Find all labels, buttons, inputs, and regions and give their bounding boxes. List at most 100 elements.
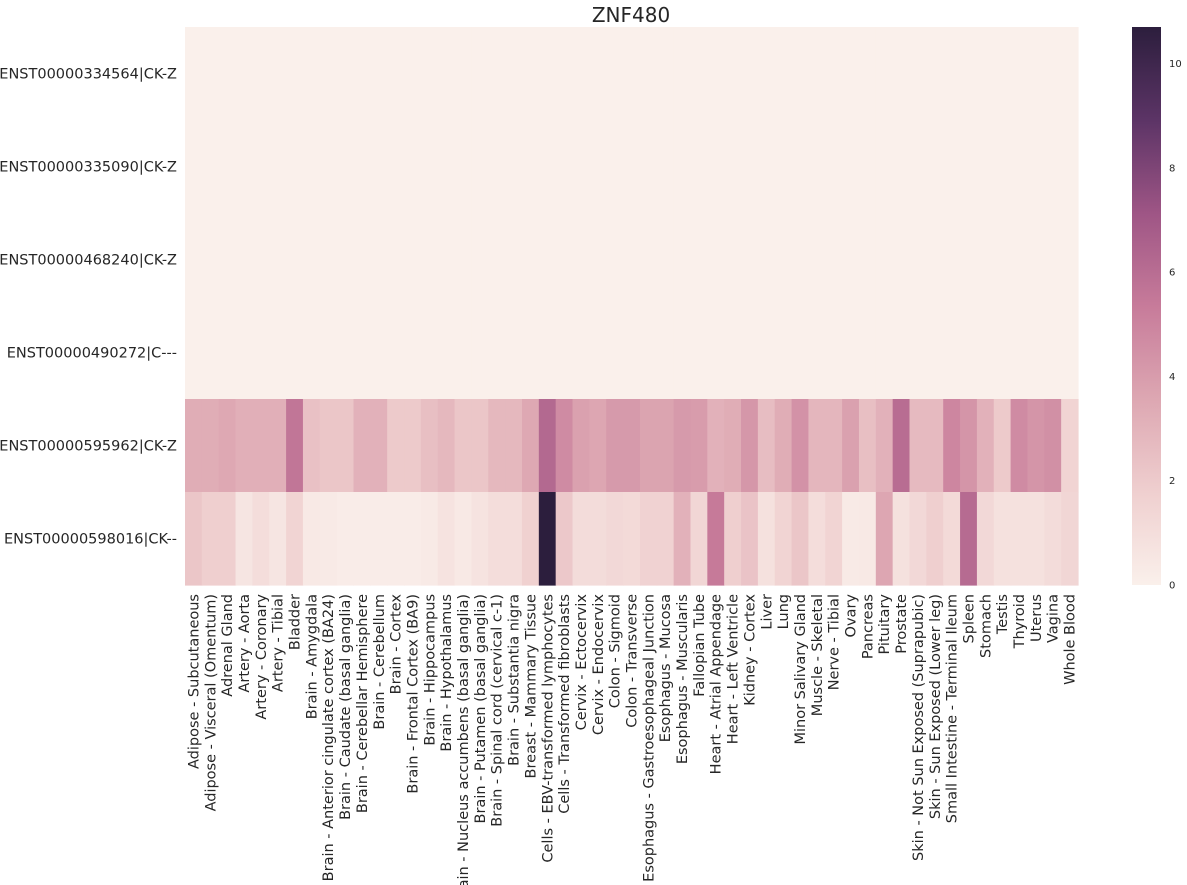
heatmap-cell [1044, 213, 1062, 307]
column-label: Uterus [1029, 594, 1045, 642]
heatmap-cell [353, 120, 371, 214]
heatmap-cell [875, 213, 894, 307]
heatmap-cell [926, 492, 944, 586]
heatmap-cell [909, 492, 927, 586]
heatmap-cell [757, 213, 776, 307]
heatmap-cell [639, 399, 658, 493]
heatmap-cell [404, 492, 422, 586]
heatmap-cell [774, 492, 793, 586]
heatmap-cell [993, 27, 1012, 121]
heatmap-cell [370, 399, 388, 493]
heatmap-cell [404, 306, 422, 400]
heatmap-cell [370, 120, 388, 214]
heatmap-cell [1061, 306, 1079, 400]
column-label: Skin - Sun Exposed (Lower leg) [928, 594, 944, 819]
heatmap-cell [960, 399, 978, 493]
heatmap-cell [286, 213, 304, 307]
heatmap-cell [336, 120, 355, 214]
heatmap-cell [858, 399, 877, 493]
colorbar-tick-label: 10 [1169, 59, 1182, 70]
heatmap-cell [353, 399, 371, 493]
heatmap-cell [420, 213, 439, 307]
heatmap-cell [1027, 213, 1045, 307]
heatmap-cell [555, 492, 574, 586]
heatmap-cell [606, 306, 624, 400]
heatmap-cell [875, 120, 894, 214]
heatmap-cell [741, 306, 759, 400]
heatmap-cell [639, 492, 658, 586]
heatmap-cell [201, 399, 220, 493]
column-label: Muscle - Skeletal [810, 594, 826, 716]
column-label: Colon - Sigmoid [608, 594, 624, 708]
heatmap-cell [353, 213, 371, 307]
heatmap-cell [842, 399, 860, 493]
column-label: Brain - Amygdala [304, 594, 320, 719]
heatmap-cell [808, 492, 826, 586]
heatmap-cell [724, 492, 742, 586]
heatmap-cell [656, 213, 675, 307]
heatmap-cell [707, 27, 725, 121]
heatmap-cell [673, 306, 692, 400]
heatmap-cell [555, 120, 574, 214]
heatmap-cell [185, 120, 203, 214]
heatmap-cell [842, 27, 860, 121]
heatmap-cell [892, 213, 911, 307]
heatmap-cell [302, 399, 321, 493]
heatmap-cell [606, 399, 624, 493]
row-label: ENST00000468240|CK-Z [0, 253, 177, 269]
heatmap-cell [757, 399, 776, 493]
heatmap-cell [420, 120, 439, 214]
column-label: Ovary [844, 594, 860, 638]
colorbar-tick-label: 6 [1169, 268, 1175, 279]
heatmap-cell [926, 27, 944, 121]
heatmap-cell [842, 492, 860, 586]
colorbar-ticks: 0 2 4 6 8 10 [1169, 59, 1182, 592]
heatmap-cell [538, 120, 557, 214]
heatmap-cell [488, 306, 506, 400]
heatmap-cell [943, 213, 961, 307]
heatmap-cell [1027, 120, 1045, 214]
heatmap-cell [336, 306, 355, 400]
heatmap-cell [336, 213, 355, 307]
heatmap-cell [319, 306, 338, 400]
heatmap-cell [673, 399, 692, 493]
heatmap-cell [858, 492, 877, 586]
heatmap-cell [960, 306, 978, 400]
heatmap-cell [656, 399, 675, 493]
heatmap-cell [521, 27, 540, 121]
column-labels: Adipose - Subcutaneous Adipose - Visceral… [186, 594, 1078, 885]
heatmap-cell [808, 399, 826, 493]
heatmap-cell [538, 213, 557, 307]
column-label: Artery - Tibial [271, 594, 287, 692]
column-label: Prostate [894, 594, 910, 654]
heatmap-cell [960, 213, 978, 307]
heatmap-cell [252, 27, 270, 121]
heatmap-cell [858, 213, 877, 307]
heatmap-cell [976, 27, 995, 121]
heatmap-cell [488, 27, 506, 121]
colorbar-tick-label: 4 [1169, 372, 1175, 383]
column-label: Cervix - Ectocervix [574, 594, 590, 731]
heatmap-cell [774, 27, 793, 121]
heatmap-cell [791, 306, 810, 400]
heatmap-cell [269, 27, 287, 121]
column-label: Pancreas [860, 594, 876, 659]
heatmap-cell [370, 306, 388, 400]
column-label: Heart - Left Ventricle [726, 594, 742, 744]
column-label: Lung [776, 594, 792, 629]
heatmap-cell [336, 492, 355, 586]
heatmap-cell [791, 27, 810, 121]
heatmap-cell [589, 492, 607, 586]
heatmap-cell [185, 399, 203, 493]
heatmap-cell [623, 306, 641, 400]
row-label: ENST00000595962|CK-Z [0, 439, 177, 455]
heatmap-cell [201, 492, 220, 586]
heatmap-cell [791, 492, 810, 586]
heatmap-cell [656, 120, 675, 214]
heatmap-cell [252, 306, 270, 400]
heatmap-cell [218, 120, 237, 214]
heatmap-cell [589, 213, 607, 307]
heatmap-cell [673, 492, 692, 586]
heatmap-cell [1061, 27, 1079, 121]
heatmap-cell [943, 492, 961, 586]
